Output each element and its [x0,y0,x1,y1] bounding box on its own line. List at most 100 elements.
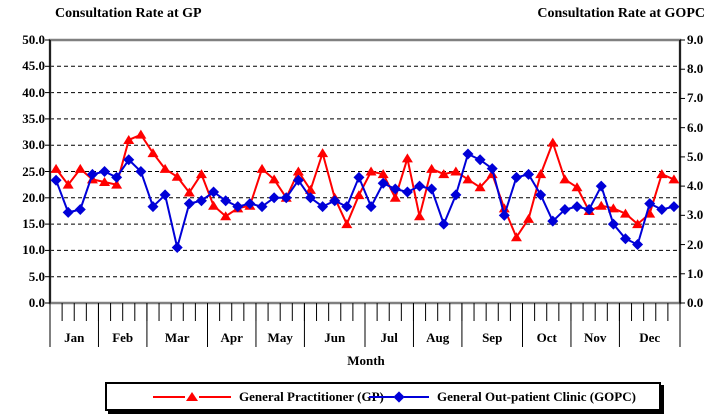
gp-marker [111,179,123,189]
gopc-marker [147,201,159,213]
gopc-marker [292,174,304,186]
gopc-marker [317,201,329,213]
x-month-label: May [267,330,293,345]
legend-label-gopc: General Out-patient Clinic (GOPC) [437,388,636,404]
gp-marker [183,187,195,197]
gp-marker [123,134,135,144]
gopc-marker [523,168,535,180]
gopc-marker [99,166,111,177]
gopc-marker [583,203,595,215]
y-right-tick-label: 1.0 [687,265,704,281]
y-left-tick-label: 15.0 [22,216,45,232]
gp-marker [462,174,474,184]
gp-marker [304,184,316,194]
gopc-marker [377,177,389,189]
gp-marker [510,232,522,242]
gopc-marker [183,198,195,210]
x-month-label: Apr [220,330,243,345]
gopc-marker [244,198,256,210]
y-left-tick-label: 45.0 [22,58,45,74]
gp-line-sample [153,395,185,398]
gp-marker [256,163,268,173]
y-left-tick-label: 35.0 [22,110,45,126]
gp-marker [607,203,619,213]
gopc-line-sample [369,395,394,398]
left-axis-title: Consultation Rate at GP [55,6,202,21]
legend-entry-gopc: General Out-patient Clinic (GOPC) [369,384,636,409]
gopc-marker [86,168,98,180]
gopc-marker [559,203,571,215]
legend-entry-gp: General Practitioner (GP) [153,384,384,409]
right-axis-title: Consultation Rate at GOPC [537,6,705,21]
gopc-marker [632,239,644,251]
gp-marker [438,169,450,179]
y-left-tick-label: 25.0 [22,163,45,179]
x-month-label: Jan [64,330,85,345]
gopc-marker [474,154,486,166]
y-left-tick-label: 50.0 [22,32,45,47]
gopc-marker [547,215,559,227]
x-month-label: Jun [324,330,346,345]
gopc-marker [123,154,135,166]
y-right-tick-label: 0.0 [687,295,704,310]
gp-marker [353,190,365,200]
gp-marker [559,174,571,184]
gopc-marker [195,195,207,207]
gopc-marker [426,183,438,195]
y-right-tick-label: 2.0 [687,236,704,252]
gopc-marker [401,186,413,198]
gp-marker [268,174,280,184]
gp-marker [62,179,74,189]
gopc-marker [535,189,547,201]
gopc-marker [74,203,86,215]
gopc-marker [329,195,341,207]
gp-marker [220,211,232,221]
gopc-marker [486,163,498,175]
gopc-marker [232,201,244,213]
gopc-marker [220,195,232,207]
x-month-label: Jul [380,330,398,345]
y-right-tick-label: 3.0 [687,207,704,223]
gopc-marker [414,180,426,192]
gp-marker [389,192,401,202]
y-right-tick-label: 9.0 [687,32,704,47]
y-right-tick-label: 4.0 [687,178,704,194]
y-right-tick-label: 5.0 [687,148,704,164]
gp-marker [341,219,353,229]
gp-marker [195,169,207,179]
diamond-marker-icon [393,390,405,403]
gopc-marker [304,192,316,204]
gopc-marker [341,201,353,213]
gopc-marker [208,186,220,198]
gp-marker [668,174,680,184]
y-left-tick-label: 5.0 [28,268,45,284]
gopc-marker [450,189,462,201]
gp-series-line [55,133,675,240]
gp-marker [377,169,389,179]
y-left-tick-label: 40.0 [22,84,45,100]
gp-marker [632,219,644,229]
gp-marker [571,182,583,192]
gp-marker [135,129,147,139]
gp-marker [317,148,329,158]
gp-marker [547,137,559,147]
gp-marker [147,148,159,158]
x-month-label: Oct [536,330,557,345]
gp-marker [365,166,377,176]
gopc-marker [171,241,183,253]
y-right-tick-label: 6.0 [687,119,704,135]
gp-marker [208,200,220,210]
x-month-label: Mar [164,330,190,345]
gopc-marker [668,201,680,213]
gopc-marker [365,201,377,213]
gopc-marker [111,171,123,183]
gp-marker [414,211,426,221]
gopc-marker [619,233,631,245]
gp-marker [474,182,486,192]
gp-marker [74,163,86,173]
gp-marker [292,166,304,176]
x-month-label: Nov [583,330,607,345]
y-right-tick-label: 7.0 [687,90,704,106]
gp-marker [159,163,171,173]
gopc-marker [607,218,619,230]
